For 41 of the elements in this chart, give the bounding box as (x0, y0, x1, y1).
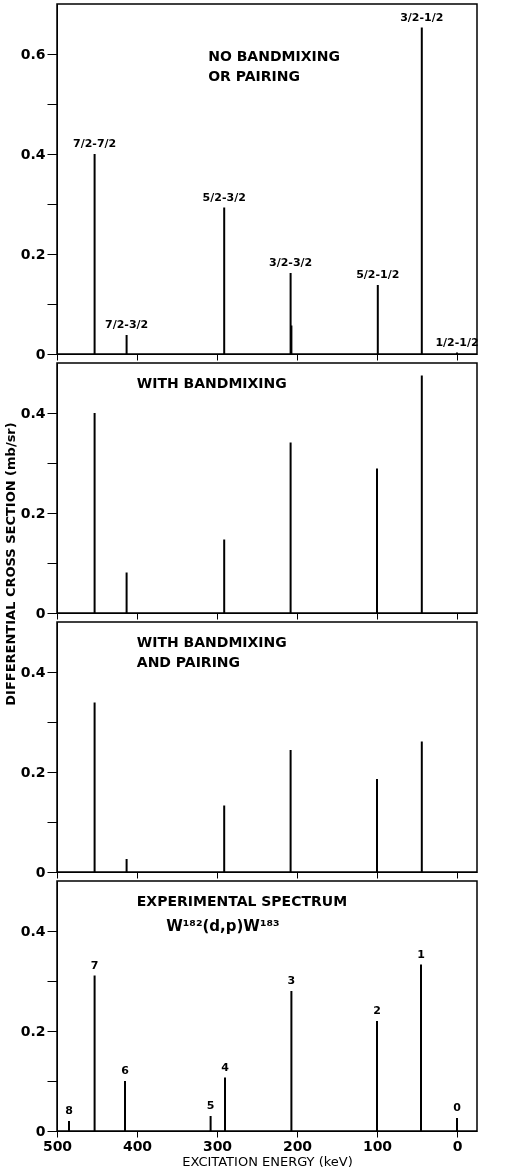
y-tick-label: 0 (35, 604, 46, 621)
y-tick-label: 0 (35, 863, 46, 880)
annotation: 7 (90, 958, 99, 972)
y-tick-label: 0.4 (20, 663, 46, 680)
annotation: 5/2-3/2 (202, 190, 246, 204)
annotation: 6 (121, 1064, 130, 1077)
text: WITH BANDMIXING AND PAIRING (136, 634, 287, 670)
text: WITH BANDMIXING (136, 375, 287, 391)
x-tick-label: 300 (202, 1137, 233, 1154)
annotation: 7/2-7/2 (72, 137, 117, 150)
x-tick-label: 0 (452, 1137, 463, 1154)
text: NO BANDMIXING OR PAIRING (208, 47, 340, 84)
y-tick-label: 0.4 (20, 145, 46, 162)
x-tick-label: 400 (122, 1137, 153, 1154)
y-tick-label: 0.6 (20, 45, 46, 62)
annotation: 3 (287, 974, 296, 987)
x-tick-label: 100 (362, 1137, 393, 1154)
annotation: 5/2-1/2 (356, 268, 400, 281)
annotation: 4 (221, 1060, 230, 1074)
y-tick-label: 0.4 (20, 404, 46, 421)
y-tick-label: 0.4 (20, 922, 46, 939)
x-tick-label: 500 (42, 1137, 73, 1154)
text: EXPERIMENTAL SPECTRUM (136, 893, 348, 909)
annotation: 1 (417, 947, 425, 961)
y-tick-label: 0.2 (20, 763, 46, 780)
x-tick-label: 200 (282, 1137, 313, 1154)
x-axis-title: EXCITATION ENERGY (keV) (182, 1153, 353, 1169)
annotation: 5 (206, 1099, 215, 1112)
y-tick-label: 0.2 (20, 245, 46, 262)
text: W¹⁸²(d,p)W¹⁸³ (166, 917, 280, 935)
annotation: 3/2-3/2 (268, 256, 313, 269)
y-tick-label: 0 (35, 1122, 46, 1139)
annotation: 8 (65, 1104, 73, 1117)
y-tick-label: 0.2 (20, 504, 46, 521)
y-axis-title: DIFFERENTIAL CROSS SECTION (mb/sr) (3, 422, 18, 706)
annotation: 7/2-3/2 (104, 318, 149, 331)
annotation: 3/2-1/2 (400, 10, 444, 24)
annotation: 0 (453, 1101, 462, 1114)
annotation: 2 (373, 1004, 381, 1017)
y-tick-label: 0 (35, 345, 46, 362)
y-tick-label: 0.2 (20, 1022, 46, 1039)
